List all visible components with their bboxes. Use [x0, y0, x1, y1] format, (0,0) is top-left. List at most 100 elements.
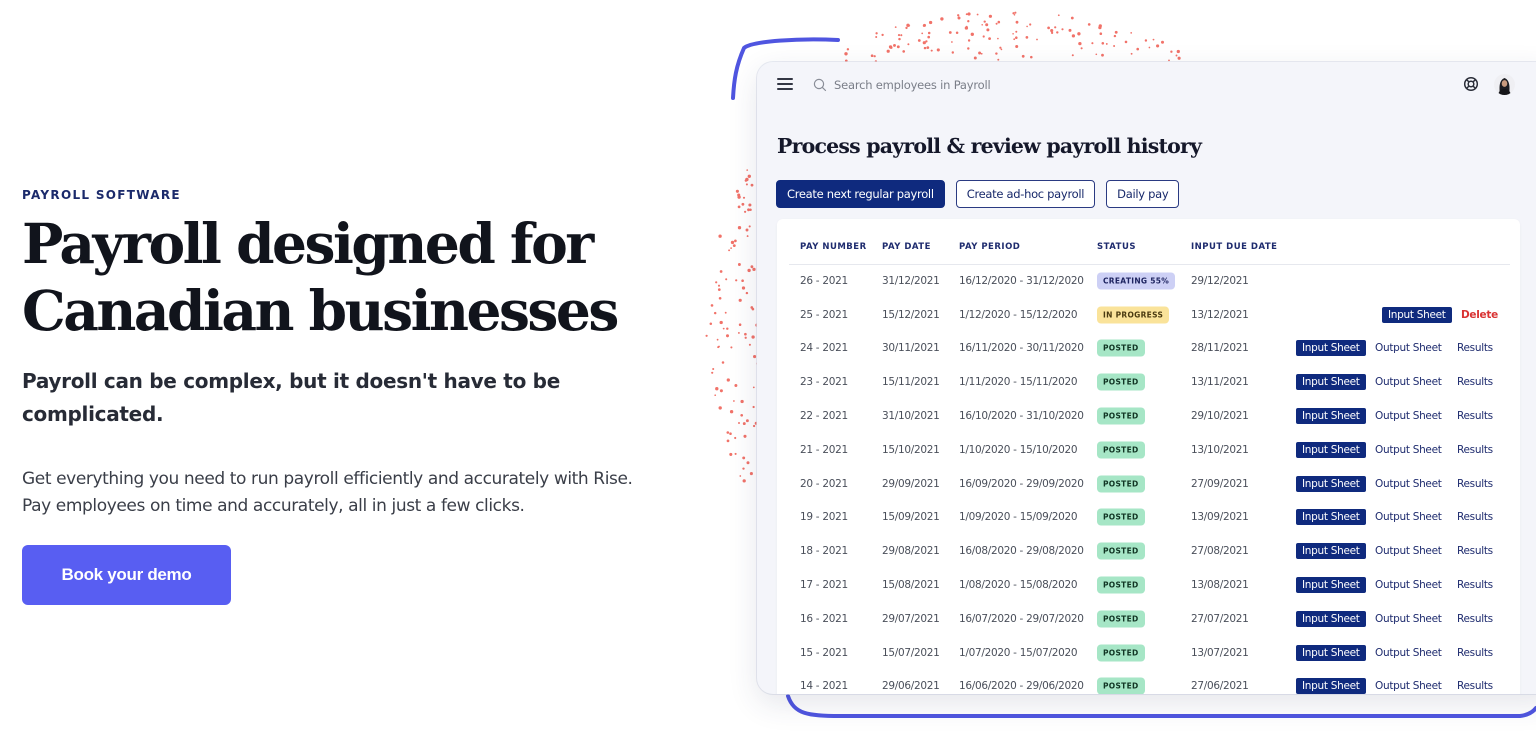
- results-link[interactable]: Results: [1457, 443, 1493, 456]
- cell-pay-period: 16/11/2020 - 30/11/2020: [959, 342, 1084, 355]
- page-title: Process payroll & review payroll history: [777, 134, 1202, 158]
- input-sheet-button[interactable]: Input Sheet: [1296, 509, 1366, 526]
- cell-pay-number: 17 - 2021: [800, 579, 848, 592]
- create-regular-payroll-button[interactable]: Create next regular payroll: [776, 180, 945, 208]
- status-badge: POSTED: [1097, 407, 1145, 425]
- table-row: 16 - 2021 29/07/2021 16/07/2020 - 29/07/20…: [777, 602, 1520, 636]
- results-link[interactable]: Results: [1457, 680, 1493, 693]
- results-link[interactable]: Results: [1457, 511, 1493, 524]
- lifebuoy-help-icon[interactable]: [1463, 76, 1479, 92]
- cell-input-due-date: 27/06/2021: [1191, 680, 1249, 693]
- cell-input-due-date: 13/10/2021: [1191, 443, 1249, 456]
- payroll-actions: Create next regular payroll Create ad-ho…: [776, 180, 1180, 208]
- cell-pay-date: 31/12/2021: [882, 274, 940, 287]
- cell-pay-date: 29/06/2021: [882, 680, 940, 693]
- payroll-history-table: PAY NUMBER PAY DATE PAY PERIOD STATUS IN…: [777, 219, 1520, 694]
- input-sheet-button[interactable]: Input Sheet: [1296, 610, 1366, 627]
- input-sheet-button[interactable]: Input Sheet: [1296, 644, 1366, 661]
- input-sheet-button[interactable]: Input Sheet: [1296, 408, 1366, 425]
- table-row: 22 - 2021 31/10/2021 16/10/2020 - 31/10/20…: [777, 399, 1520, 433]
- status-badge: POSTED: [1097, 339, 1145, 357]
- results-link[interactable]: Results: [1457, 342, 1493, 355]
- cell-pay-period: 16/08/2020 - 29/08/2020: [959, 545, 1084, 558]
- cell-input-due-date: 27/09/2021: [1191, 477, 1249, 490]
- cell-pay-number: 22 - 2021: [800, 410, 848, 423]
- delete-link[interactable]: Delete: [1461, 308, 1498, 321]
- create-adhoc-payroll-button[interactable]: Create ad-hoc payroll: [955, 180, 1096, 208]
- results-link[interactable]: Results: [1457, 612, 1493, 625]
- cell-pay-number: 21 - 2021: [800, 443, 848, 456]
- cell-input-due-date: 29/12/2021: [1191, 274, 1249, 287]
- status-badge: CREATING 55%: [1097, 272, 1176, 290]
- cell-pay-number: 19 - 2021: [800, 511, 848, 524]
- input-sheet-button[interactable]: Input Sheet: [1296, 678, 1366, 694]
- app-topbar: [757, 62, 1536, 106]
- book-demo-button[interactable]: Book your demo: [22, 545, 231, 605]
- table-row: 17 - 2021 15/08/2021 1/08/2020 - 15/08/202…: [777, 568, 1520, 602]
- status-badge: POSTED: [1097, 441, 1145, 459]
- cell-input-due-date: 13/12/2021: [1191, 308, 1249, 321]
- cell-pay-date: 15/11/2021: [882, 376, 940, 389]
- status-badge: POSTED: [1097, 373, 1145, 391]
- payroll-app-window: Process payroll & review payroll history…: [757, 62, 1536, 694]
- cell-pay-date: 29/08/2021: [882, 545, 940, 558]
- output-sheet-link[interactable]: Output Sheet: [1375, 477, 1442, 490]
- results-link[interactable]: Results: [1457, 376, 1493, 389]
- input-sheet-button[interactable]: Input Sheet: [1382, 306, 1452, 323]
- results-link[interactable]: Results: [1457, 646, 1493, 659]
- cell-input-due-date: 27/08/2021: [1191, 545, 1249, 558]
- results-link[interactable]: Results: [1457, 477, 1493, 490]
- cell-pay-date: 15/10/2021: [882, 443, 940, 456]
- hamburger-menu-icon[interactable]: [777, 78, 793, 90]
- output-sheet-link[interactable]: Output Sheet: [1375, 545, 1442, 558]
- eyebrow-label: PAYROLL SOFTWARE: [22, 188, 181, 202]
- table-row: 18 - 2021 29/08/2021 16/08/2020 - 29/08/20…: [777, 534, 1520, 568]
- user-avatar[interactable]: [1494, 74, 1515, 95]
- output-sheet-link[interactable]: Output Sheet: [1375, 612, 1442, 625]
- body-line-2: Pay employees on time and accurately, al…: [22, 496, 525, 516]
- input-sheet-button[interactable]: Input Sheet: [1296, 543, 1366, 560]
- search-bar[interactable]: [813, 74, 1213, 96]
- output-sheet-link[interactable]: Output Sheet: [1375, 579, 1442, 592]
- output-sheet-link[interactable]: Output Sheet: [1375, 410, 1442, 423]
- status-badge: POSTED: [1097, 508, 1145, 526]
- daily-pay-button[interactable]: Daily pay: [1106, 180, 1180, 208]
- hero-headline: Payroll designed for Canadian businesses: [22, 210, 682, 344]
- input-sheet-button[interactable]: Input Sheet: [1296, 374, 1366, 391]
- status-badge: IN PROGRESS: [1097, 306, 1170, 324]
- results-link[interactable]: Results: [1457, 410, 1493, 423]
- cell-input-due-date: 29/10/2021: [1191, 410, 1249, 423]
- cell-pay-period: 1/07/2020 - 15/07/2020: [959, 646, 1078, 659]
- status-badge: POSTED: [1097, 610, 1145, 628]
- input-sheet-button[interactable]: Input Sheet: [1296, 340, 1366, 357]
- cell-pay-period: 1/11/2020 - 15/11/2020: [959, 376, 1078, 389]
- cell-pay-date: 29/09/2021: [882, 477, 940, 490]
- search-icon: [813, 78, 827, 92]
- headline-line-2: Canadian businesses: [22, 278, 619, 343]
- cell-pay-period: 16/09/2020 - 29/09/2020: [959, 477, 1084, 490]
- cell-input-due-date: 13/08/2021: [1191, 579, 1249, 592]
- output-sheet-link[interactable]: Output Sheet: [1375, 443, 1442, 456]
- table-row: 19 - 2021 15/09/2021 1/09/2020 - 15/09/202…: [777, 501, 1520, 535]
- cell-pay-period: 1/09/2020 - 15/09/2020: [959, 511, 1078, 524]
- results-link[interactable]: Results: [1457, 545, 1493, 558]
- search-input[interactable]: [834, 78, 1194, 92]
- output-sheet-link[interactable]: Output Sheet: [1375, 342, 1442, 355]
- cell-pay-date: 15/09/2021: [882, 511, 940, 524]
- cell-pay-period: 1/10/2020 - 15/10/2020: [959, 443, 1078, 456]
- output-sheet-link[interactable]: Output Sheet: [1375, 680, 1442, 693]
- cell-input-due-date: 27/07/2021: [1191, 612, 1249, 625]
- output-sheet-link[interactable]: Output Sheet: [1375, 646, 1442, 659]
- input-sheet-button[interactable]: Input Sheet: [1296, 441, 1366, 458]
- table-row: 14 - 2021 29/06/2021 16/06/2020 - 29/06/20…: [777, 670, 1520, 694]
- body-line-1: Get everything you need to run payroll e…: [22, 469, 633, 489]
- header-pay-period: PAY PERIOD: [959, 242, 1021, 252]
- input-sheet-button[interactable]: Input Sheet: [1296, 577, 1366, 594]
- input-sheet-button[interactable]: Input Sheet: [1296, 475, 1366, 492]
- cell-pay-number: 16 - 2021: [800, 612, 848, 625]
- output-sheet-link[interactable]: Output Sheet: [1375, 376, 1442, 389]
- results-link[interactable]: Results: [1457, 579, 1493, 592]
- header-pay-date: PAY DATE: [882, 242, 931, 252]
- output-sheet-link[interactable]: Output Sheet: [1375, 511, 1442, 524]
- cell-input-due-date: 13/07/2021: [1191, 646, 1249, 659]
